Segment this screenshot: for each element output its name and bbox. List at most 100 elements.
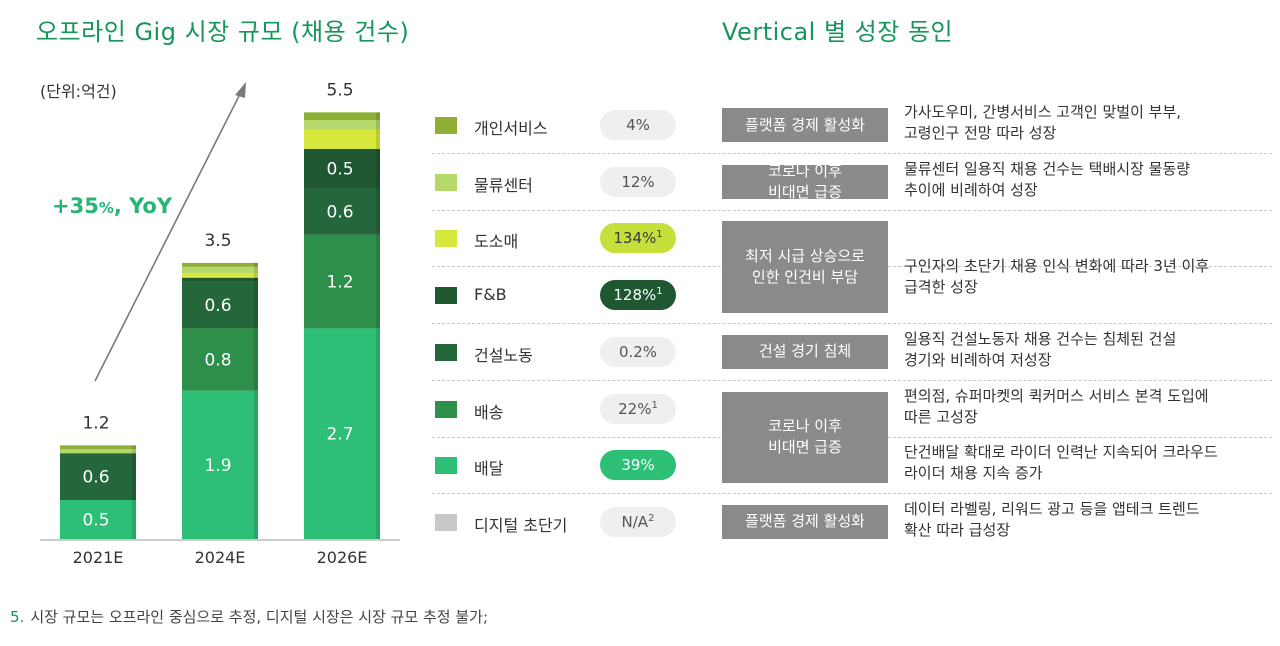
bar-total-label: 1.2 — [82, 413, 109, 433]
footnote: 5. 시장 규모는 오프라인 중심으로 추정, 디지털 시장은 시장 규모 추정 … — [10, 606, 488, 627]
driver-box: 건설 경기 침체 — [722, 334, 888, 369]
bar-segment-shade — [376, 112, 380, 121]
stacked-bar-chart: 0.5 0.6 1.2 2021E 1.9 0.8 0.6 3.5 2024E 2.7 1.2 0.6… — [40, 80, 400, 567]
bar-segment — [182, 273, 258, 278]
bar-segment — [182, 390, 258, 539]
category-label: 배달 — [474, 459, 504, 479]
bar-segment — [60, 500, 136, 539]
driver-box: 플랫폼 경제 활성화 — [722, 108, 888, 142]
bar-segment-shade — [376, 234, 380, 329]
growth-label: +35%, YoY — [52, 194, 172, 218]
growth-pill: 134%1 — [600, 223, 676, 254]
bar-segment-shade — [376, 120, 380, 130]
legend-swatch — [435, 457, 457, 475]
growth-prefix: +35 — [52, 194, 99, 218]
category-label: 도소매 — [474, 232, 519, 252]
bar-segment — [304, 112, 380, 121]
category-label: 물류센터 — [474, 175, 533, 195]
footnote-marker: 2 — [648, 512, 655, 524]
chart-title: 오프라인 Gig 시장 규모 (채용 건수) — [36, 18, 410, 46]
bar-segment — [304, 129, 380, 149]
footnote-marker: 1 — [656, 286, 663, 298]
row-separator — [432, 153, 1272, 155]
bar-segment — [182, 281, 258, 329]
legend-swatch — [435, 230, 457, 248]
bar-segment — [182, 266, 258, 274]
bar-segment — [304, 328, 380, 539]
bar-segment — [60, 445, 136, 450]
growth-pill: 22%1 — [600, 393, 676, 424]
x-tick-label: 2026E — [317, 548, 368, 567]
bar-segment-shade — [376, 149, 380, 188]
legend-swatch — [435, 400, 457, 418]
row-separator — [432, 209, 1272, 212]
growth-pct: % — [98, 199, 114, 217]
bar-segment — [304, 120, 380, 130]
category-label: 배송 — [474, 402, 504, 422]
bar-value-label: 0.6 — [204, 296, 231, 316]
bar-segment — [182, 277, 258, 282]
bar-value-label: 0.5 — [82, 511, 109, 531]
driver-box: 코로나 이후 비대면 급증 — [722, 391, 888, 483]
growth-pill: 39% — [600, 450, 676, 481]
legend-swatch — [435, 343, 457, 361]
bar-segment-shade — [254, 390, 258, 539]
footnote-marker: 1 — [656, 229, 663, 241]
legend-swatch — [435, 173, 457, 191]
legend-swatch — [435, 117, 457, 134]
growth-suffix: , YoY — [113, 194, 173, 218]
section-title: Vertical 별 성장 동인 — [722, 18, 954, 46]
category-label: 개인서비스 — [474, 119, 548, 138]
growth-pill: 0.2% — [600, 336, 676, 367]
bar-value-label: 0.8 — [204, 351, 231, 371]
growth-pill: 4% — [600, 110, 676, 140]
bar-segment-shade — [132, 500, 136, 539]
bar-segment — [304, 149, 380, 188]
x-tick-label: 2021E — [73, 548, 124, 567]
bar-value-label: 2.7 — [326, 425, 353, 445]
bar-value-label: 1.2 — [326, 273, 353, 293]
bar-total-label: 5.5 — [326, 80, 353, 100]
growth-description: 물류센터 일용직 채용 건수는 택배시장 물동량 추이에 비례하여 성장 — [904, 159, 1191, 199]
bar-total-label: 3.5 — [204, 231, 231, 251]
legend-swatch — [435, 287, 457, 305]
bar-segment-shade — [376, 129, 380, 149]
growth-arrow-head — [235, 82, 246, 98]
bar-segment — [182, 262, 258, 267]
bar-segment-shade — [254, 281, 258, 329]
growth-pill: 12% — [600, 166, 676, 197]
bar-segment-shade — [254, 277, 258, 282]
growth-description: 일용직 건설노동자 채용 건수는 침체된 건설 경기와 비례하여 저성장 — [904, 329, 1177, 369]
footnote-text: 시장 규모는 오프라인 중심으로 추정, 디지털 시장은 시장 규모 추정 불가… — [30, 608, 489, 626]
bar-segment — [304, 188, 380, 235]
bar-segment-shade — [132, 449, 136, 454]
growth-pill: 128%1 — [600, 280, 676, 311]
bar-segment — [304, 234, 380, 329]
bar-segment-shade — [254, 262, 258, 267]
footnote-marker: 1 — [651, 399, 658, 411]
bar-segment — [60, 449, 136, 454]
bar-segment-shade — [132, 453, 136, 500]
row-separator — [432, 323, 1272, 325]
bar-segment-shade — [254, 328, 258, 391]
growth-arrow-line — [94, 91, 242, 382]
row-separator — [432, 493, 1272, 495]
bar-segment-shade — [254, 266, 258, 274]
bar-segment — [60, 453, 136, 500]
growth-description: 단건배달 확대로 라이더 인력난 지속되어 크라우드 라이더 채용 지속 증가 — [904, 443, 1218, 483]
unit-label: (단위:억건) — [40, 82, 117, 101]
bar-segment-shade — [376, 328, 380, 539]
bar-value-label: 0.6 — [326, 202, 353, 222]
row-separator — [432, 379, 1272, 382]
growth-description: 구인자의 초단기 채용 인식 변화에 따라 3년 이후 급격한 성장 — [904, 257, 1210, 297]
bar-segment-shade — [254, 273, 258, 278]
driver-box: 플랫폼 경제 활성화 — [722, 504, 888, 539]
bar-value-label: 1.9 — [204, 456, 231, 476]
footnote-number: 5. — [10, 608, 25, 626]
x-tick-label: 2024E — [195, 548, 246, 567]
driver-box: 최저 시급 상승으로 인한 인건비 부담 — [722, 221, 888, 313]
bar-segment-shade — [376, 188, 380, 235]
legend-swatch — [435, 513, 457, 531]
growth-description: 편의점, 슈퍼마켓의 퀵커머스 서비스 본격 도입에 따른 고성장 — [904, 386, 1209, 426]
bar-value-label: 0.5 — [326, 160, 353, 180]
